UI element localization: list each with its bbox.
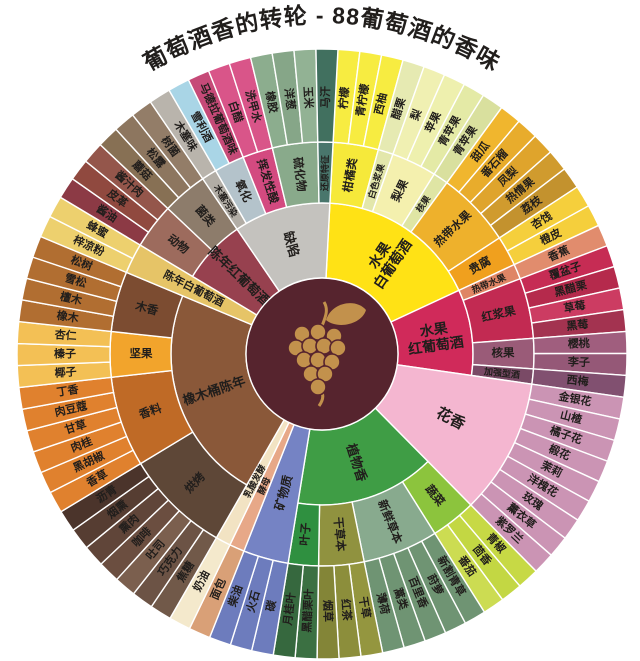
svg-text:西梅: 西梅 xyxy=(566,372,589,388)
aroma-label: 玉米 xyxy=(301,86,316,110)
aroma-label: 黑醋栗叶 xyxy=(299,588,315,633)
aroma-label: 橡胶 xyxy=(263,90,281,114)
aroma-label: 橡木 xyxy=(56,308,81,325)
aroma-label: 黑莓 xyxy=(566,317,589,333)
svg-text:李子: 李子 xyxy=(567,354,590,369)
aroma-label: 干草 xyxy=(356,595,373,619)
aroma-label: 马汗 xyxy=(319,86,332,108)
aroma-wedge xyxy=(315,48,339,143)
svg-text:红茶: 红茶 xyxy=(339,598,355,622)
aroma-label: 火石 xyxy=(244,589,262,614)
svg-text:樱桃: 樱桃 xyxy=(568,336,591,351)
svg-text:橡胶: 橡胶 xyxy=(263,90,281,114)
subcategory-label: 干草本 xyxy=(331,516,348,552)
aroma-label: 榛子 xyxy=(54,346,76,360)
svg-text:黑醋栗叶: 黑醋栗叶 xyxy=(299,588,315,633)
svg-text:玉米: 玉米 xyxy=(301,86,316,110)
subcategory-label: 核果 xyxy=(491,346,515,360)
svg-text:月桂叶: 月桂叶 xyxy=(280,592,298,627)
subcategory-label: 硫化物 xyxy=(291,156,309,193)
svg-text:核果: 核果 xyxy=(491,346,515,360)
svg-text:洋葱: 洋葱 xyxy=(282,87,299,111)
aroma-label: 西梅 xyxy=(566,372,589,388)
svg-text:碳: 碳 xyxy=(263,598,279,613)
svg-text:水果: 水果 xyxy=(419,319,450,339)
svg-text:缺陷: 缺陷 xyxy=(280,229,302,259)
svg-text:檀木: 檀木 xyxy=(59,289,84,308)
aroma-label: 椰子 xyxy=(54,364,77,380)
aroma-label: 洋葱 xyxy=(282,87,299,111)
svg-text:硫化物: 硫化物 xyxy=(291,156,309,193)
subcategory-label: 叶子 xyxy=(297,522,313,547)
svg-text:黑莓: 黑莓 xyxy=(566,317,589,333)
svg-text:柠檬: 柠檬 xyxy=(336,86,352,109)
svg-text:干草: 干草 xyxy=(356,595,373,619)
aroma-label: 烟草 xyxy=(321,600,335,622)
svg-text:丁香: 丁香 xyxy=(56,382,81,399)
svg-text:火石: 火石 xyxy=(244,589,262,614)
subcategory-label: 还原特征 xyxy=(319,155,331,192)
aroma-label: 草莓 xyxy=(562,298,586,316)
aroma-label: 月桂叶 xyxy=(280,592,298,627)
wheel-segments xyxy=(16,48,628,660)
svg-text:烟草: 烟草 xyxy=(321,600,335,622)
aroma-label: 碳 xyxy=(263,598,279,613)
svg-text:还原特征: 还原特征 xyxy=(319,155,331,192)
svg-text:榛子: 榛子 xyxy=(54,346,76,360)
aroma-label: 樱桃 xyxy=(568,336,591,351)
svg-text:杏仁: 杏仁 xyxy=(53,327,77,343)
aroma-label: 檀木 xyxy=(59,289,84,308)
aroma-label: 李子 xyxy=(567,354,590,369)
grape-cluster-icon xyxy=(245,277,399,431)
aroma-label: 丁香 xyxy=(56,382,81,399)
aroma-label: 杏仁 xyxy=(53,327,77,343)
svg-text:加强型酒: 加强型酒 xyxy=(483,365,521,380)
subcategory-label: 加强型酒 xyxy=(483,365,521,380)
svg-text:干草本: 干草本 xyxy=(331,516,348,552)
svg-text:草莓: 草莓 xyxy=(562,298,586,316)
svg-text:马汗: 马汗 xyxy=(319,86,332,108)
aroma-label: 西柚 xyxy=(371,91,390,116)
svg-text:橡木: 橡木 xyxy=(56,308,81,325)
subcategory-label: 坚果 xyxy=(129,346,153,360)
category-label: 缺陷 xyxy=(280,229,302,259)
aroma-label: 红茶 xyxy=(339,598,355,622)
svg-text:坚果: 坚果 xyxy=(129,346,153,360)
svg-text:叶子: 叶子 xyxy=(297,522,313,547)
aroma-label: 柠檬 xyxy=(336,86,352,109)
svg-text:椰子: 椰子 xyxy=(54,364,77,380)
svg-text:西柚: 西柚 xyxy=(371,91,390,116)
